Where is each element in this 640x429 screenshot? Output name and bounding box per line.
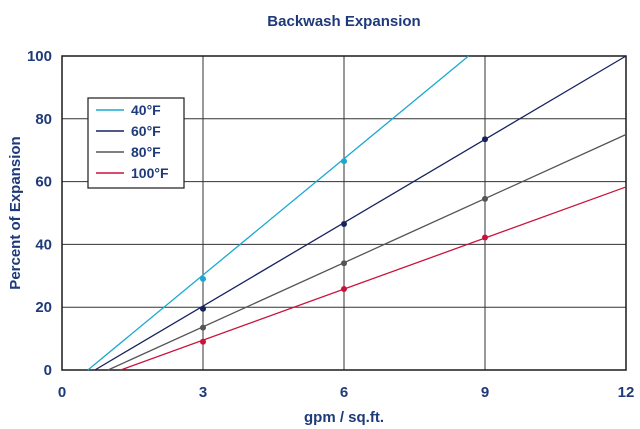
legend: 40°F 60°F 80°F 100°F	[87, 97, 185, 189]
data-point	[200, 275, 206, 282]
y-tick-label: 40	[35, 236, 52, 253]
y-axis-ticks: 0 20 40 60 80 100	[27, 48, 52, 379]
y-axis-label: Percent of Expansion	[7, 136, 24, 289]
series-line	[87, 55, 469, 371]
y-tick-label: 60	[35, 174, 52, 191]
legend-label: 100°F	[131, 165, 169, 181]
x-tick-label: 0	[58, 384, 66, 401]
data-point	[482, 195, 488, 202]
y-tick-label: 80	[35, 111, 52, 128]
x-tick-label: 3	[199, 384, 207, 401]
chart-title: Backwash Expansion	[267, 13, 420, 30]
series-line	[94, 55, 627, 371]
data-point	[200, 324, 206, 331]
x-tick-label: 9	[481, 384, 489, 401]
legend-label: 80°F	[131, 144, 161, 160]
data-point	[200, 305, 206, 312]
data-point	[200, 338, 206, 345]
data-point	[341, 260, 347, 267]
x-axis-label: gpm / sq.ft.	[304, 409, 384, 426]
series-points	[200, 136, 488, 345]
y-tick-label: 0	[44, 362, 52, 379]
plot-area-border	[61, 55, 627, 371]
y-tick-label: 20	[35, 299, 52, 316]
x-tick-label: 12	[618, 384, 635, 401]
x-tick-label: 6	[340, 384, 348, 401]
y-tick-label: 100	[27, 48, 52, 65]
data-point	[341, 158, 347, 165]
data-point	[341, 285, 347, 292]
series-line	[120, 186, 627, 371]
data-point	[482, 136, 488, 143]
legend-label: 40°F	[131, 102, 161, 118]
series-line	[107, 133, 627, 371]
data-point	[482, 234, 488, 241]
x-axis-ticks: 0 3 6 9 12	[58, 384, 635, 401]
legend-label: 60°F	[131, 123, 161, 139]
data-point	[341, 220, 347, 227]
